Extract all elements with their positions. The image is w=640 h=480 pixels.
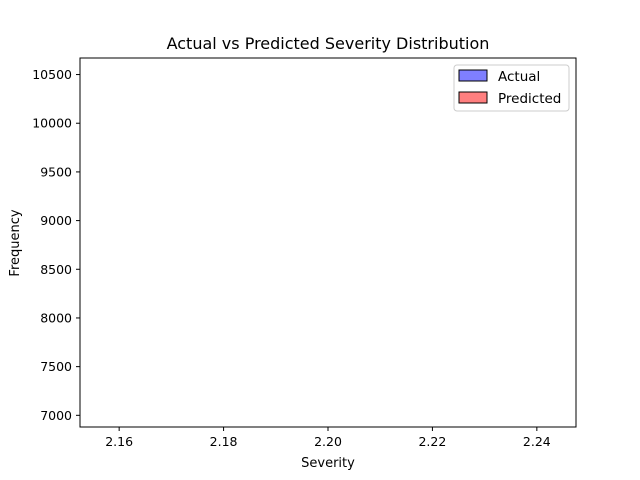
x-tick-label: 2.16: [105, 434, 133, 449]
legend-swatch-predicted: [458, 91, 488, 104]
legend-swatch-actual: [458, 69, 488, 82]
x-axis: 2.16 2.18 2.20 2.22 2.24: [105, 427, 551, 449]
y-tick-label: 7000: [40, 408, 72, 423]
y-tick-label: 9000: [40, 213, 72, 228]
legend-label-predicted: Predicted: [498, 91, 561, 107]
chart-title: Actual vs Predicted Severity Distributio…: [167, 34, 490, 53]
y-tick-label: 10000: [32, 116, 72, 131]
legend: Actual Predicted: [453, 64, 570, 112]
y-axis-label: Frequency: [8, 209, 23, 276]
x-tick-label: 2.24: [523, 434, 551, 449]
y-tick-label: 7500: [40, 359, 72, 374]
y-tick-label: 8000: [40, 310, 72, 325]
y-tick-label: 9500: [40, 164, 72, 179]
x-tick-label: 2.18: [210, 434, 238, 449]
x-tick-label: 2.20: [314, 434, 342, 449]
x-tick-label: 2.22: [418, 434, 446, 449]
y-axis: 7000 7500 8000 8500 9000 9500 10000 10500: [32, 67, 80, 423]
x-axis-label: Severity: [301, 456, 355, 471]
legend-label-actual: Actual: [498, 69, 540, 85]
y-tick-label: 10500: [32, 67, 72, 82]
plot-area: [79, 57, 577, 428]
y-tick-label: 8500: [40, 262, 72, 277]
